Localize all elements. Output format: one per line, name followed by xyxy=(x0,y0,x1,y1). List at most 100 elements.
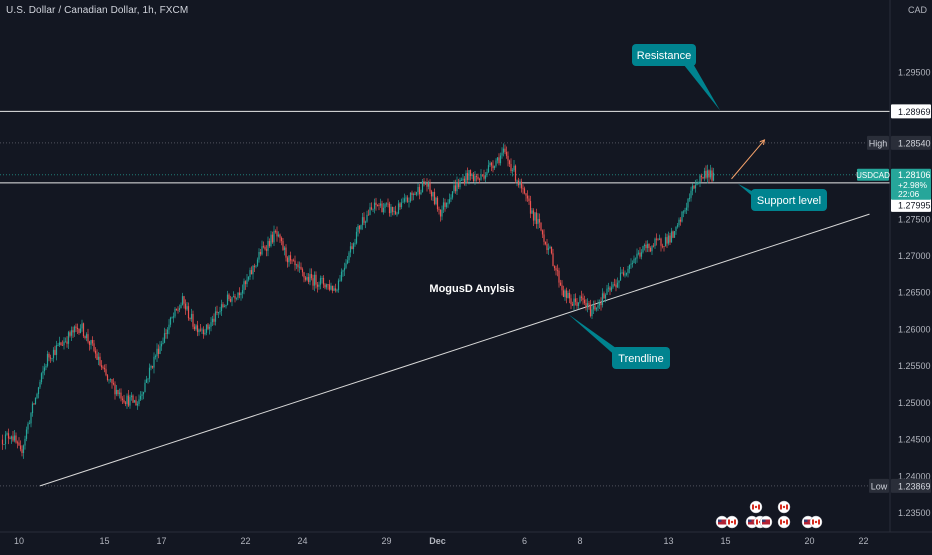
candle-body xyxy=(433,191,436,204)
candle-body xyxy=(709,170,712,178)
candle-body xyxy=(336,289,338,291)
event-flag-icon[interactable] xyxy=(759,515,773,529)
event-flag-icon[interactable] xyxy=(725,515,739,529)
candle-body xyxy=(667,235,670,244)
candle-body xyxy=(418,186,421,195)
candle-body xyxy=(561,285,563,291)
time-tick-label: 6 xyxy=(522,536,527,546)
candle-body xyxy=(124,402,127,404)
event-flag-icon[interactable] xyxy=(809,515,823,529)
price-axis[interactable]: CAD1.295001.290001.285001.280001.275001.… xyxy=(856,0,931,532)
candle-body xyxy=(3,444,5,445)
candle-body xyxy=(76,327,79,330)
event-flag-ca-left xyxy=(812,519,814,525)
candle-body xyxy=(550,246,553,254)
candle-body xyxy=(108,379,110,381)
time-axis[interactable]: 10 15 17 22 24 29 Dec 6 8 13 15 20 22 xyxy=(0,531,932,546)
low-price-tag-bg xyxy=(891,478,931,493)
resistance-callout[interactable]: Resistance xyxy=(632,44,720,111)
candle-body xyxy=(303,272,305,278)
candle-body xyxy=(351,246,353,250)
candle-body xyxy=(292,260,295,262)
candle-body xyxy=(1,439,4,445)
candle-body xyxy=(595,307,598,310)
candle-body xyxy=(381,203,383,213)
candle-body xyxy=(505,151,508,156)
candle-body xyxy=(247,277,250,280)
candle-body xyxy=(357,225,359,232)
candle-body xyxy=(304,277,307,280)
candle-body xyxy=(168,324,170,330)
candle-body xyxy=(279,234,281,238)
candle-body xyxy=(463,178,466,184)
time-tick-label: Dec xyxy=(429,536,446,546)
candle-body xyxy=(88,341,91,345)
candle-body xyxy=(660,238,662,246)
candle-body xyxy=(468,170,470,181)
candle-body xyxy=(622,272,625,276)
candle-body xyxy=(501,152,503,156)
support-callout[interactable]: Support level xyxy=(738,183,827,211)
candle-body xyxy=(93,343,95,351)
candle-body xyxy=(672,231,674,238)
candle-body xyxy=(91,340,94,344)
candle-body xyxy=(334,288,337,291)
candle-body xyxy=(366,214,368,222)
candle-body xyxy=(427,182,430,187)
candle-body xyxy=(198,329,200,333)
candle-body xyxy=(529,201,532,214)
candle-body xyxy=(403,198,406,202)
candle-body xyxy=(507,155,509,161)
event-flag-icon[interactable] xyxy=(749,500,763,514)
time-tick-label: 22 xyxy=(858,536,868,546)
candle-body xyxy=(319,278,322,285)
candle-body xyxy=(273,231,275,243)
candle-body xyxy=(24,438,26,446)
candle-body xyxy=(612,284,614,288)
candle-body xyxy=(241,290,244,294)
candle-body xyxy=(213,318,215,322)
candle-body xyxy=(219,310,221,313)
candle-body xyxy=(624,274,626,276)
candle-body xyxy=(646,243,649,249)
analysis-watermark: MogusD Anylsis xyxy=(429,283,514,295)
trendline-callout[interactable]: Trendline xyxy=(568,314,670,369)
candle-body xyxy=(655,238,658,240)
chart-title[interactable]: U.S. Dollar / Canadian Dollar, 1h, FXCM xyxy=(6,5,189,16)
candle-body xyxy=(9,438,11,440)
candle-body xyxy=(222,304,224,307)
candle-body xyxy=(630,263,632,265)
candle-body xyxy=(99,356,101,366)
candle-body xyxy=(535,212,538,224)
candle-body xyxy=(460,179,463,181)
event-flag-us-canton xyxy=(748,519,752,522)
candle-body xyxy=(174,308,176,317)
candle-body xyxy=(286,257,289,263)
candle-body xyxy=(526,195,529,199)
event-flag-icon[interactable] xyxy=(777,515,791,529)
candle-body xyxy=(607,287,610,289)
event-flag-icon[interactable] xyxy=(777,500,791,514)
candle-body xyxy=(547,248,550,251)
candle-body xyxy=(255,265,257,267)
candle-body xyxy=(399,203,401,208)
candle-body xyxy=(72,330,74,333)
candle-body xyxy=(262,246,265,248)
candle-body xyxy=(702,176,704,179)
support-callout-label: Support level xyxy=(757,195,821,207)
candle-body xyxy=(276,231,278,237)
candle-body xyxy=(676,225,679,227)
candle-body xyxy=(567,292,569,298)
candle-body xyxy=(559,282,562,286)
candle-body xyxy=(175,308,178,310)
economic-events[interactable] xyxy=(715,500,823,529)
candle-body xyxy=(180,304,182,309)
candle-body xyxy=(142,392,145,395)
event-flag-ca-right xyxy=(758,504,760,510)
candle-body xyxy=(432,191,434,197)
candle-body xyxy=(459,179,461,188)
event-flag-icon[interactable] xyxy=(715,515,729,529)
resistance-price-tag-bg xyxy=(891,104,931,119)
candle-body xyxy=(420,192,422,195)
